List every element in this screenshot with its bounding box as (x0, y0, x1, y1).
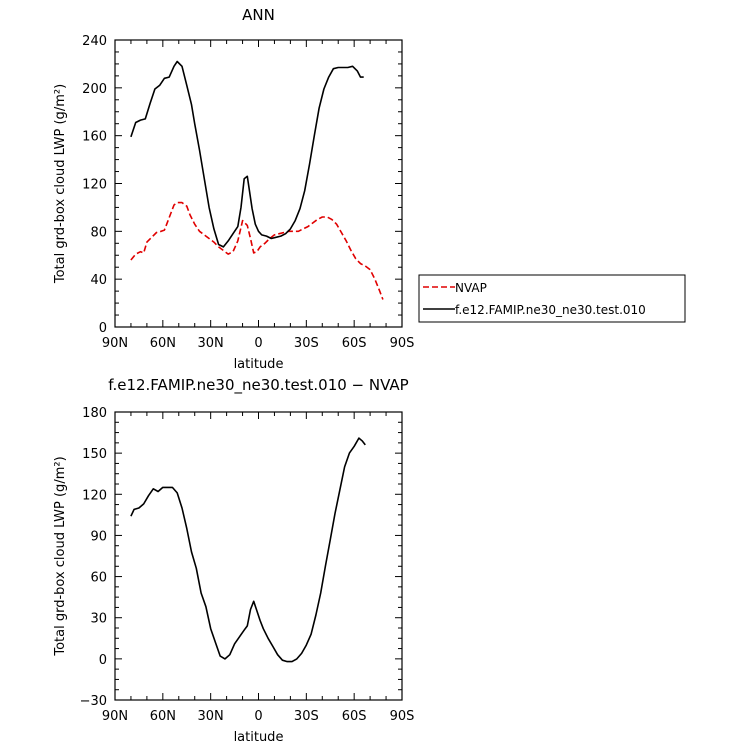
y-tick-label: 30 (90, 612, 107, 627)
y-axis-label: Total grd-box cloud LWP (g/m²) (53, 84, 68, 284)
y-tick-label: 240 (82, 34, 107, 49)
x-tick-label: 30S (294, 336, 319, 351)
series-line-nvap (130, 201, 384, 300)
x-tick-label: 30S (294, 709, 319, 724)
y-tick-label: 80 (90, 225, 107, 240)
x-tick-label: 60N (150, 709, 176, 724)
x-tick-label: 90N (102, 336, 128, 351)
plot-frame (114, 411, 403, 701)
chart-title: f.e12.FAMIP.ne30_ne30.test.010 − NVAP (108, 376, 408, 395)
legend-box (418, 274, 686, 323)
series-line-f-e12-famip-ne30-ne30-test-010 (130, 60, 364, 248)
x-axis-label: latitude (234, 730, 284, 745)
y-tick-label: 180 (82, 406, 107, 421)
y-tick-label: 0 (99, 321, 107, 336)
chart-top-ann: 90N 60N 30N 0 30S 60S 90S 0 40 80 120 160 200 240 ANN l… (53, 6, 414, 372)
y-tick-label: 150 (82, 447, 107, 462)
y-tick-label: 90 (90, 529, 107, 544)
x-tick-label: 60S (342, 709, 367, 724)
series-line-difference (130, 437, 366, 663)
legend: NVAP f.e12.FAMIP.ne30_ne30.test.010 (418, 274, 686, 323)
x-tick-label: 30N (198, 709, 224, 724)
x-tick-label: 0 (254, 336, 262, 351)
x-tick-label: 60N (150, 336, 176, 351)
y-tick-label: 60 (90, 571, 107, 586)
y-axis-label: Total grd-box cloud LWP (g/m²) (53, 456, 68, 656)
x-tick-label: 30N (198, 336, 224, 351)
x-tick-label: 90N (102, 709, 128, 724)
x-axis-label: latitude (234, 357, 284, 372)
x-tick-label: 60S (342, 336, 367, 351)
y-tick-label: 120 (82, 488, 107, 503)
x-tick-label: 0 (254, 709, 262, 724)
y-tick-label: 0 (99, 653, 107, 668)
plot-frame (114, 39, 403, 328)
x-tick-label: 90S (390, 336, 415, 351)
y-tick-label: −30 (80, 694, 107, 709)
chart-bottom-difference: 90N 60N 30N 0 30S 60S 90S −30 0 30 60 90 120 150 180f.… (53, 376, 414, 745)
y-tick-label: 40 (90, 273, 107, 288)
chart-title: ANN (242, 6, 275, 24)
legend-label: NVAP (455, 281, 487, 295)
y-tick-label: 120 (82, 178, 107, 193)
y-tick-label: 160 (82, 130, 107, 145)
y-tick-label: 200 (82, 82, 107, 97)
legend-label: f.e12.FAMIP.ne30_ne30.test.010 (455, 303, 646, 317)
x-tick-label: 90S (390, 709, 415, 724)
